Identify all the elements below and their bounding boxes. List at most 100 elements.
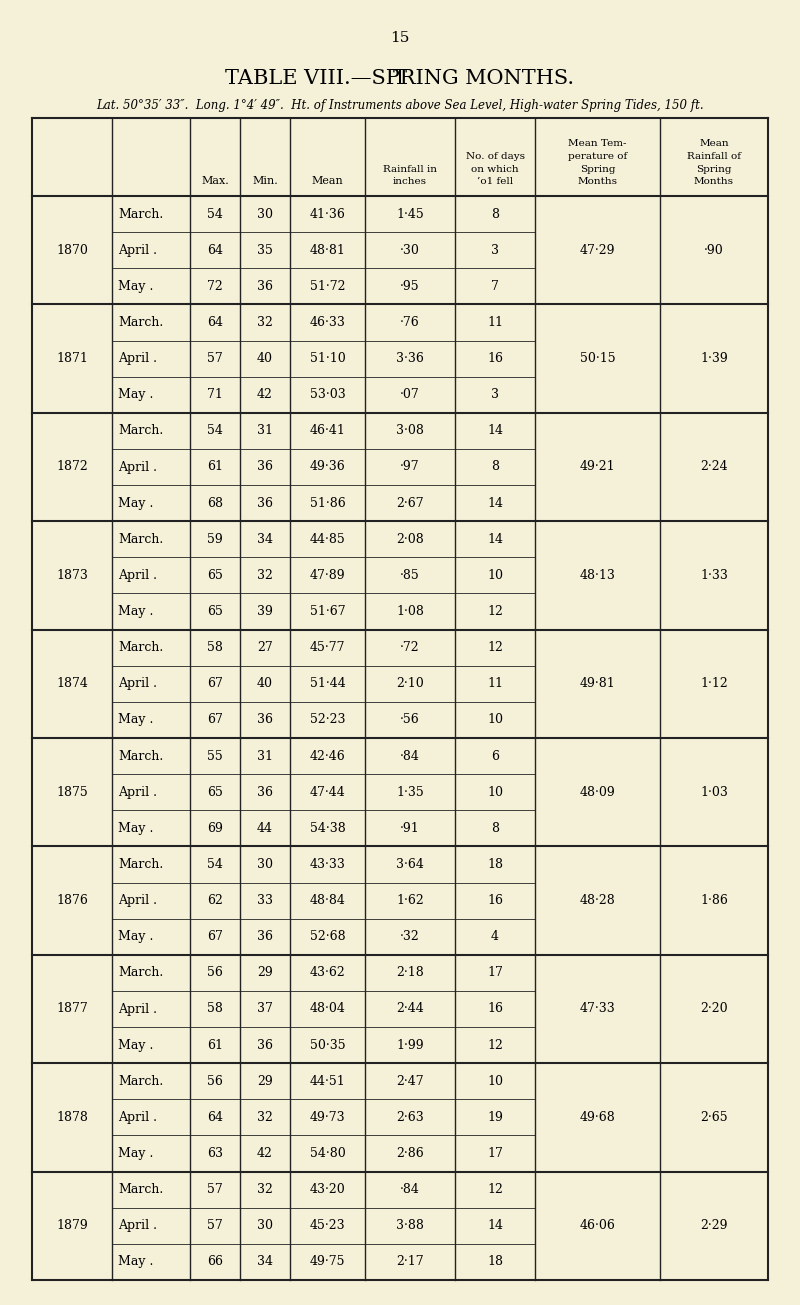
Text: 1879: 1879	[56, 1219, 88, 1232]
Text: 2·20: 2·20	[700, 1002, 728, 1015]
Text: No. of days: No. of days	[466, 151, 525, 161]
Text: ·84: ·84	[400, 749, 420, 762]
Text: 48·13: 48·13	[579, 569, 615, 582]
Text: 3·36: 3·36	[396, 352, 424, 365]
Text: 8: 8	[491, 822, 499, 835]
Text: ·56: ·56	[400, 714, 420, 727]
Text: 34: 34	[257, 532, 273, 545]
Text: 1·33: 1·33	[700, 569, 728, 582]
Text: on which: on which	[471, 164, 519, 174]
Text: ·91: ·91	[400, 822, 420, 835]
Text: 1874: 1874	[56, 677, 88, 690]
Text: ·32: ·32	[400, 930, 420, 944]
Text: Mean Tem-: Mean Tem-	[568, 140, 626, 147]
Text: 4: 4	[491, 930, 499, 944]
Text: 48·09: 48·09	[580, 786, 615, 799]
Text: Max.: Max.	[201, 176, 229, 187]
Text: April .: April .	[118, 461, 157, 474]
Text: 44·51: 44·51	[310, 1075, 346, 1088]
Text: 47·29: 47·29	[580, 244, 615, 257]
Text: 36: 36	[257, 930, 273, 944]
Text: 2·63: 2·63	[396, 1111, 424, 1124]
Text: 45·77: 45·77	[310, 641, 346, 654]
Text: 40: 40	[257, 352, 273, 365]
Text: ·30: ·30	[400, 244, 420, 257]
Text: 2·18: 2·18	[396, 967, 424, 979]
Text: TABLE VIII.—SPRING MONTHS.: TABLE VIII.—SPRING MONTHS.	[226, 68, 574, 87]
Text: 49·75: 49·75	[310, 1255, 346, 1268]
Text: 56: 56	[207, 1075, 223, 1088]
Text: May .: May .	[118, 606, 158, 619]
Text: 65: 65	[207, 606, 223, 619]
Text: 2·67: 2·67	[396, 497, 424, 510]
Text: March.: March.	[118, 749, 163, 762]
Text: 69: 69	[207, 822, 223, 835]
Text: 1870: 1870	[56, 244, 88, 257]
Text: 10: 10	[487, 714, 503, 727]
Text: 7: 7	[491, 279, 499, 292]
Text: Months: Months	[578, 177, 618, 187]
Text: 46·33: 46·33	[310, 316, 346, 329]
Text: 1875: 1875	[56, 786, 88, 799]
Text: 14: 14	[487, 1219, 503, 1232]
Text: 2·44: 2·44	[396, 1002, 424, 1015]
Text: ·72: ·72	[400, 641, 420, 654]
Text: ·76: ·76	[400, 316, 420, 329]
Text: 35: 35	[257, 244, 273, 257]
Text: 6: 6	[491, 749, 499, 762]
Text: 46·06: 46·06	[579, 1219, 615, 1232]
Text: 45·23: 45·23	[310, 1219, 346, 1232]
Text: 71: 71	[207, 388, 223, 401]
Text: 63: 63	[207, 1147, 223, 1160]
Text: perature of: perature of	[568, 151, 627, 161]
Text: May .: May .	[118, 497, 158, 510]
Text: 12: 12	[487, 1184, 503, 1197]
Text: 37: 37	[257, 1002, 273, 1015]
Text: 2·08: 2·08	[396, 532, 424, 545]
Text: March.: March.	[118, 1075, 163, 1088]
Text: 18: 18	[487, 857, 503, 870]
Text: 51·67: 51·67	[310, 606, 346, 619]
Text: 1·35: 1·35	[396, 786, 424, 799]
Text: ·97: ·97	[400, 461, 420, 474]
Text: 50·15: 50·15	[580, 352, 615, 365]
Text: March.: March.	[118, 207, 163, 221]
Text: 14: 14	[487, 532, 503, 545]
Text: 49·68: 49·68	[580, 1111, 615, 1124]
Text: 42: 42	[257, 1147, 273, 1160]
Text: 52·23: 52·23	[310, 714, 346, 727]
Text: 51·10: 51·10	[310, 352, 346, 365]
Text: 40: 40	[257, 677, 273, 690]
Text: inches: inches	[393, 177, 427, 187]
Text: 33: 33	[257, 894, 273, 907]
Text: 1873: 1873	[56, 569, 88, 582]
Text: 30: 30	[257, 207, 273, 221]
Text: 3·88: 3·88	[396, 1219, 424, 1232]
Text: 49·21: 49·21	[580, 461, 615, 474]
Text: 47·44: 47·44	[310, 786, 346, 799]
Text: 54: 54	[207, 424, 223, 437]
Text: 51·44: 51·44	[310, 677, 346, 690]
Text: April .: April .	[118, 894, 157, 907]
Text: 2·65: 2·65	[700, 1111, 728, 1124]
Text: 2·47: 2·47	[396, 1075, 424, 1088]
Text: May .: May .	[118, 279, 158, 292]
Text: 1·45: 1·45	[396, 207, 424, 221]
Text: 1878: 1878	[56, 1111, 88, 1124]
Text: 39: 39	[257, 606, 273, 619]
Text: 2·17: 2·17	[396, 1255, 424, 1268]
Text: ·95: ·95	[400, 279, 420, 292]
Text: 8: 8	[491, 461, 499, 474]
Text: April .: April .	[118, 244, 157, 257]
Text: 16: 16	[487, 1002, 503, 1015]
Text: 48·81: 48·81	[310, 244, 346, 257]
Text: 57: 57	[207, 1219, 223, 1232]
Text: 1871: 1871	[56, 352, 88, 365]
Text: 32: 32	[257, 1184, 273, 1197]
Text: March.: March.	[118, 641, 163, 654]
Text: 61: 61	[207, 1039, 223, 1052]
Text: 11: 11	[487, 677, 503, 690]
Text: 16: 16	[487, 894, 503, 907]
Text: 19: 19	[487, 1111, 503, 1124]
Text: 1·39: 1·39	[700, 352, 728, 365]
